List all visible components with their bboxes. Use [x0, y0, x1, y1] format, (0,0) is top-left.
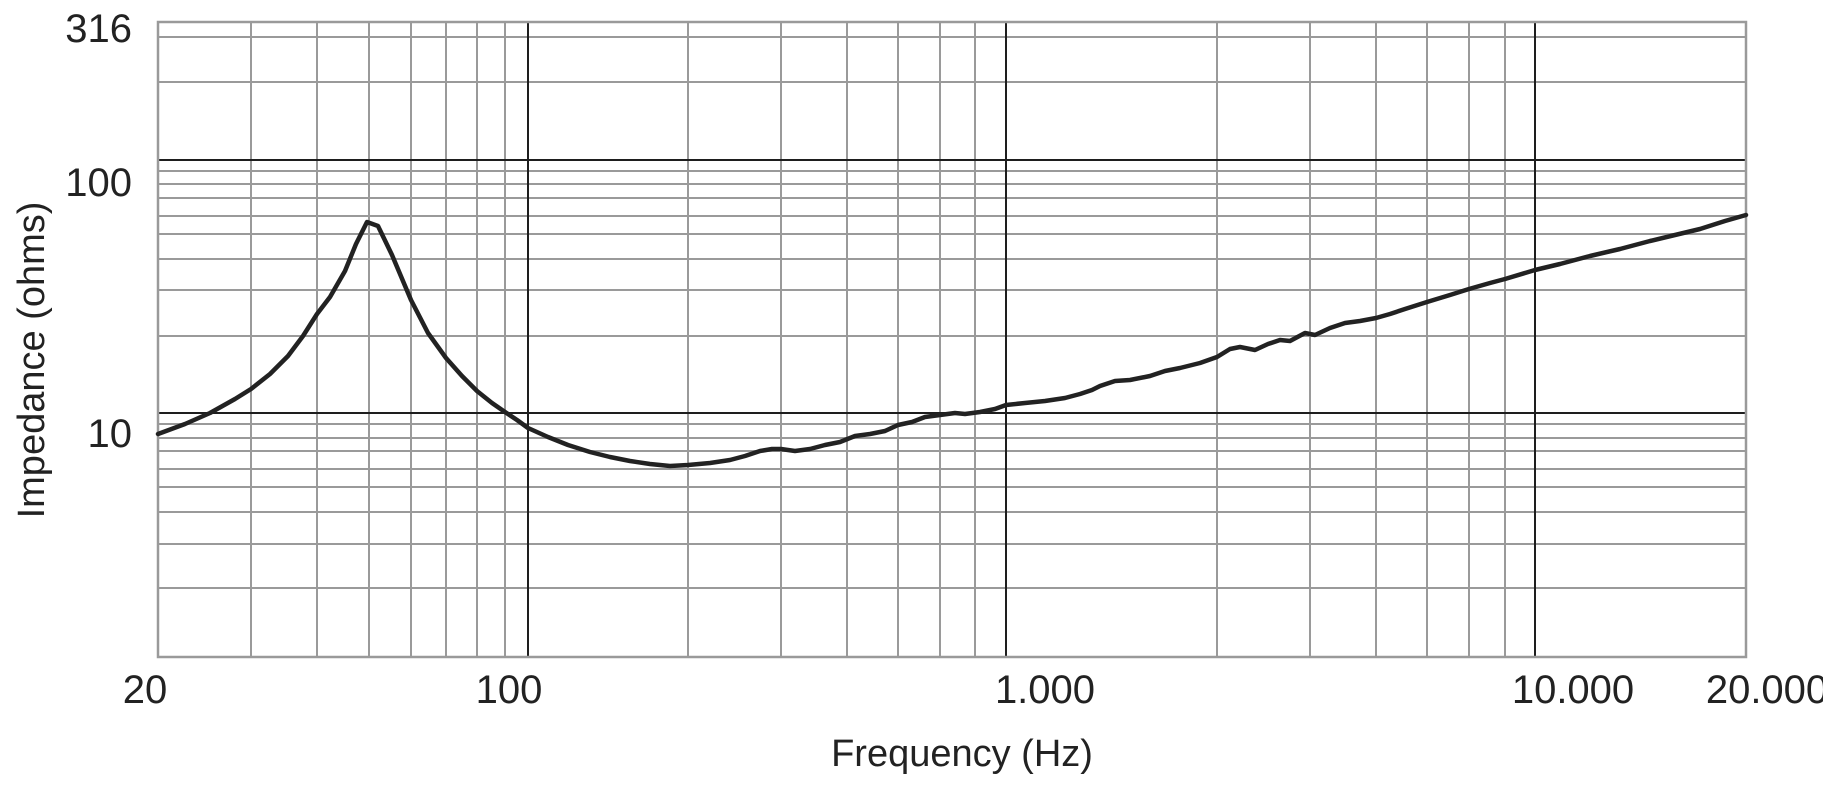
y-tick-10: 10: [88, 412, 133, 456]
x-tick-20000: 20.000: [1706, 668, 1823, 712]
plot-frame: [156, 20, 1748, 659]
y-tick-316: 316: [65, 7, 132, 51]
x-axis-title: Frequency (Hz): [831, 733, 1093, 775]
x-tick-1000: 1.000: [995, 668, 1095, 712]
impedance-curve: [155, 212, 1749, 469]
x-axis-ticks: 20 100 1.000 10.000 20.000: [123, 668, 1823, 712]
y-axis-title: Impedance (ohms): [11, 202, 53, 519]
horizontal-minor-grid: [158, 36, 1746, 589]
y-axis-ticks: 316 100 10: [65, 7, 132, 456]
x-tick-20: 20: [123, 668, 168, 712]
y-tick-100: 100: [65, 161, 132, 205]
major-grid: [158, 22, 1746, 657]
x-tick-100: 100: [476, 668, 543, 712]
plot-area: [158, 22, 1746, 657]
vertical-minor-grid: [250, 22, 1506, 657]
x-tick-10000: 10.000: [1512, 668, 1634, 712]
